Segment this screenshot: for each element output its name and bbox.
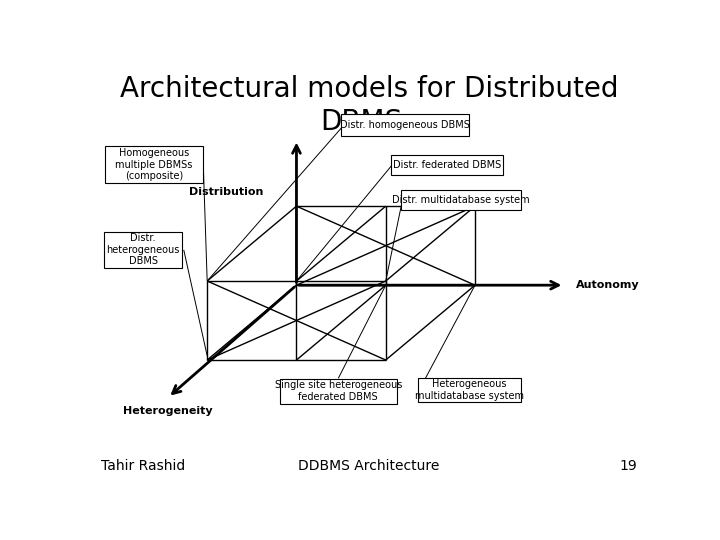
Text: Tahir Rashid: Tahir Rashid <box>101 459 186 473</box>
Text: Distr. homogeneous DBMS: Distr. homogeneous DBMS <box>341 120 470 130</box>
Bar <box>401 190 521 210</box>
Text: Heterogeneous
multidatabase system: Heterogeneous multidatabase system <box>415 379 524 401</box>
Bar <box>280 379 397 404</box>
Text: Autonomy: Autonomy <box>575 280 639 290</box>
Text: Single site heterogeneous
federated DBMS: Single site heterogeneous federated DBMS <box>274 380 402 402</box>
Bar <box>104 232 182 267</box>
Bar <box>392 154 503 174</box>
Bar <box>418 378 521 402</box>
Text: Distr.
heterogeneous
DBMS: Distr. heterogeneous DBMS <box>107 233 180 266</box>
Text: DDBMS Architecture: DDBMS Architecture <box>298 459 440 473</box>
Text: Distribution: Distribution <box>189 187 263 197</box>
Text: Homogeneous
multiple DBMSs
(composite): Homogeneous multiple DBMSs (composite) <box>115 148 193 181</box>
Text: Heterogeneity: Heterogeneity <box>123 406 213 416</box>
Text: Distr. federated DBMS: Distr. federated DBMS <box>393 160 501 170</box>
Text: 19: 19 <box>619 459 637 473</box>
Bar <box>105 146 203 183</box>
Text: Distr. multidatabase system: Distr. multidatabase system <box>392 195 530 205</box>
Bar <box>341 114 469 136</box>
Text: Architectural models for Distributed
DBMSs: Architectural models for Distributed DBM… <box>120 75 618 136</box>
